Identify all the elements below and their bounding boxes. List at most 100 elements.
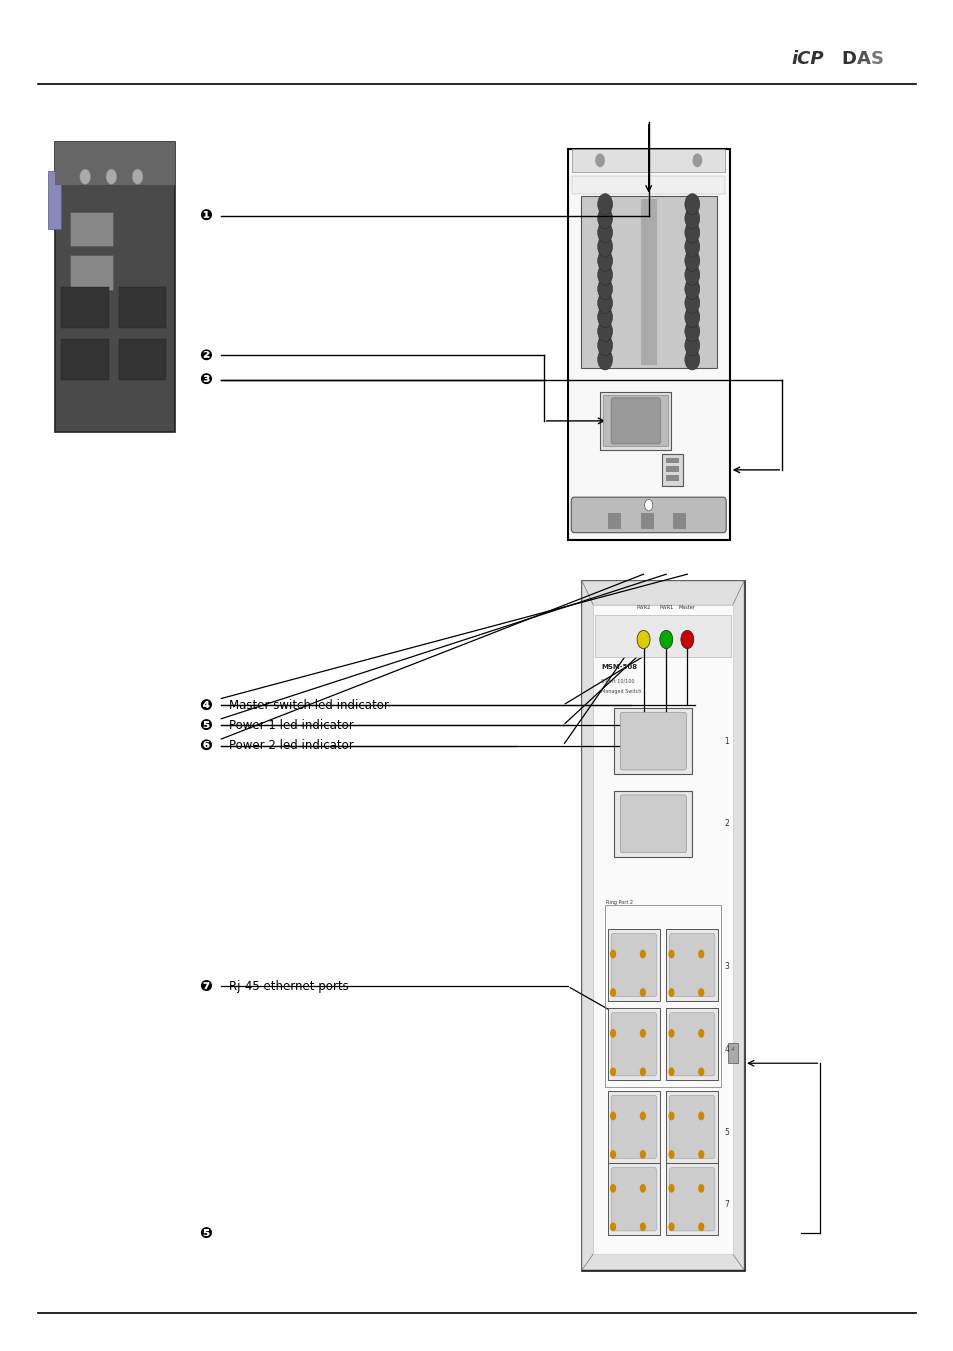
Bar bbox=[665, 1163, 718, 1235]
Circle shape bbox=[684, 320, 700, 342]
Circle shape bbox=[668, 988, 674, 997]
Bar bbox=[572, 176, 724, 193]
Bar bbox=[580, 196, 716, 367]
Circle shape bbox=[597, 250, 612, 272]
Circle shape bbox=[597, 208, 612, 228]
Circle shape bbox=[692, 154, 701, 168]
Text: 1: 1 bbox=[724, 736, 729, 746]
Text: ❺: ❺ bbox=[198, 1225, 212, 1242]
Text: Ring Port 2: Ring Port 2 bbox=[606, 900, 633, 905]
Text: Managed Switch: Managed Switch bbox=[600, 689, 641, 693]
Bar bbox=[599, 392, 671, 450]
Circle shape bbox=[684, 193, 700, 215]
Polygon shape bbox=[581, 581, 593, 1270]
Bar bbox=[607, 1090, 659, 1163]
Circle shape bbox=[668, 1150, 674, 1159]
Circle shape bbox=[698, 1112, 703, 1120]
Circle shape bbox=[684, 265, 700, 285]
Circle shape bbox=[609, 1067, 616, 1077]
Text: 2: 2 bbox=[724, 819, 729, 828]
Circle shape bbox=[609, 950, 616, 958]
Text: MSM-508: MSM-508 bbox=[600, 665, 637, 670]
Circle shape bbox=[609, 1112, 616, 1120]
Bar bbox=[672, 513, 685, 528]
Circle shape bbox=[597, 265, 612, 285]
Text: 4: 4 bbox=[724, 1044, 729, 1054]
FancyBboxPatch shape bbox=[619, 712, 685, 770]
Bar bbox=[607, 929, 659, 1001]
FancyBboxPatch shape bbox=[55, 142, 174, 432]
Text: D: D bbox=[841, 50, 856, 68]
Circle shape bbox=[595, 154, 604, 168]
FancyBboxPatch shape bbox=[619, 794, 685, 852]
Text: PWR1: PWR1 bbox=[659, 605, 673, 609]
Circle shape bbox=[639, 1223, 645, 1231]
Circle shape bbox=[597, 222, 612, 243]
Bar bbox=[639, 513, 653, 528]
Text: A: A bbox=[856, 50, 870, 68]
Circle shape bbox=[668, 1223, 674, 1231]
FancyBboxPatch shape bbox=[669, 1167, 714, 1231]
Circle shape bbox=[698, 988, 703, 997]
Circle shape bbox=[597, 320, 612, 342]
Circle shape bbox=[609, 1150, 616, 1159]
Circle shape bbox=[698, 1183, 703, 1193]
Circle shape bbox=[639, 1183, 645, 1193]
FancyBboxPatch shape bbox=[571, 497, 725, 532]
Bar bbox=[665, 1008, 718, 1081]
Text: 5: 5 bbox=[724, 1128, 729, 1136]
Bar bbox=[70, 212, 112, 246]
Bar bbox=[602, 396, 667, 446]
FancyBboxPatch shape bbox=[611, 1167, 656, 1231]
Circle shape bbox=[597, 278, 612, 300]
Circle shape bbox=[698, 1150, 703, 1159]
Bar bbox=[118, 286, 166, 328]
FancyBboxPatch shape bbox=[611, 934, 656, 997]
Circle shape bbox=[639, 1112, 645, 1120]
Circle shape bbox=[684, 208, 700, 228]
Bar bbox=[61, 286, 109, 328]
Circle shape bbox=[668, 950, 674, 958]
Bar bbox=[55, 142, 174, 185]
Bar bbox=[595, 616, 730, 657]
Polygon shape bbox=[581, 1254, 743, 1270]
Circle shape bbox=[668, 1029, 674, 1038]
Circle shape bbox=[597, 349, 612, 370]
Text: ❹: ❹ bbox=[198, 697, 212, 713]
Circle shape bbox=[639, 988, 645, 997]
Bar bbox=[665, 466, 678, 471]
Text: ❸: ❸ bbox=[198, 372, 212, 388]
Circle shape bbox=[659, 631, 672, 648]
Bar bbox=[70, 255, 112, 290]
Bar bbox=[665, 476, 678, 481]
Bar bbox=[607, 1008, 659, 1081]
Bar bbox=[727, 1043, 737, 1063]
Circle shape bbox=[639, 950, 645, 958]
Circle shape bbox=[684, 250, 700, 272]
Circle shape bbox=[609, 1223, 616, 1231]
FancyBboxPatch shape bbox=[669, 1096, 714, 1159]
Circle shape bbox=[597, 307, 612, 328]
Text: ❼: ❼ bbox=[198, 978, 212, 994]
Text: Power 2 led indicator: Power 2 led indicator bbox=[229, 739, 354, 753]
Circle shape bbox=[668, 1112, 674, 1120]
Circle shape bbox=[639, 1029, 645, 1038]
Text: ❻: ❻ bbox=[198, 738, 212, 754]
Text: 7: 7 bbox=[724, 1200, 729, 1209]
Circle shape bbox=[639, 1150, 645, 1159]
Circle shape bbox=[597, 292, 612, 313]
Circle shape bbox=[684, 307, 700, 328]
Circle shape bbox=[639, 1067, 645, 1077]
Circle shape bbox=[597, 335, 612, 355]
Bar bbox=[572, 149, 724, 172]
Circle shape bbox=[132, 169, 143, 184]
Circle shape bbox=[684, 278, 700, 300]
Circle shape bbox=[698, 1223, 703, 1231]
FancyBboxPatch shape bbox=[611, 397, 659, 444]
Bar bbox=[665, 929, 718, 1001]
Bar bbox=[639, 199, 656, 365]
Bar bbox=[614, 792, 692, 857]
Text: PWR2: PWR2 bbox=[636, 605, 650, 609]
Text: Rj-45 ethernet ports: Rj-45 ethernet ports bbox=[229, 979, 349, 993]
Bar bbox=[604, 905, 720, 1088]
